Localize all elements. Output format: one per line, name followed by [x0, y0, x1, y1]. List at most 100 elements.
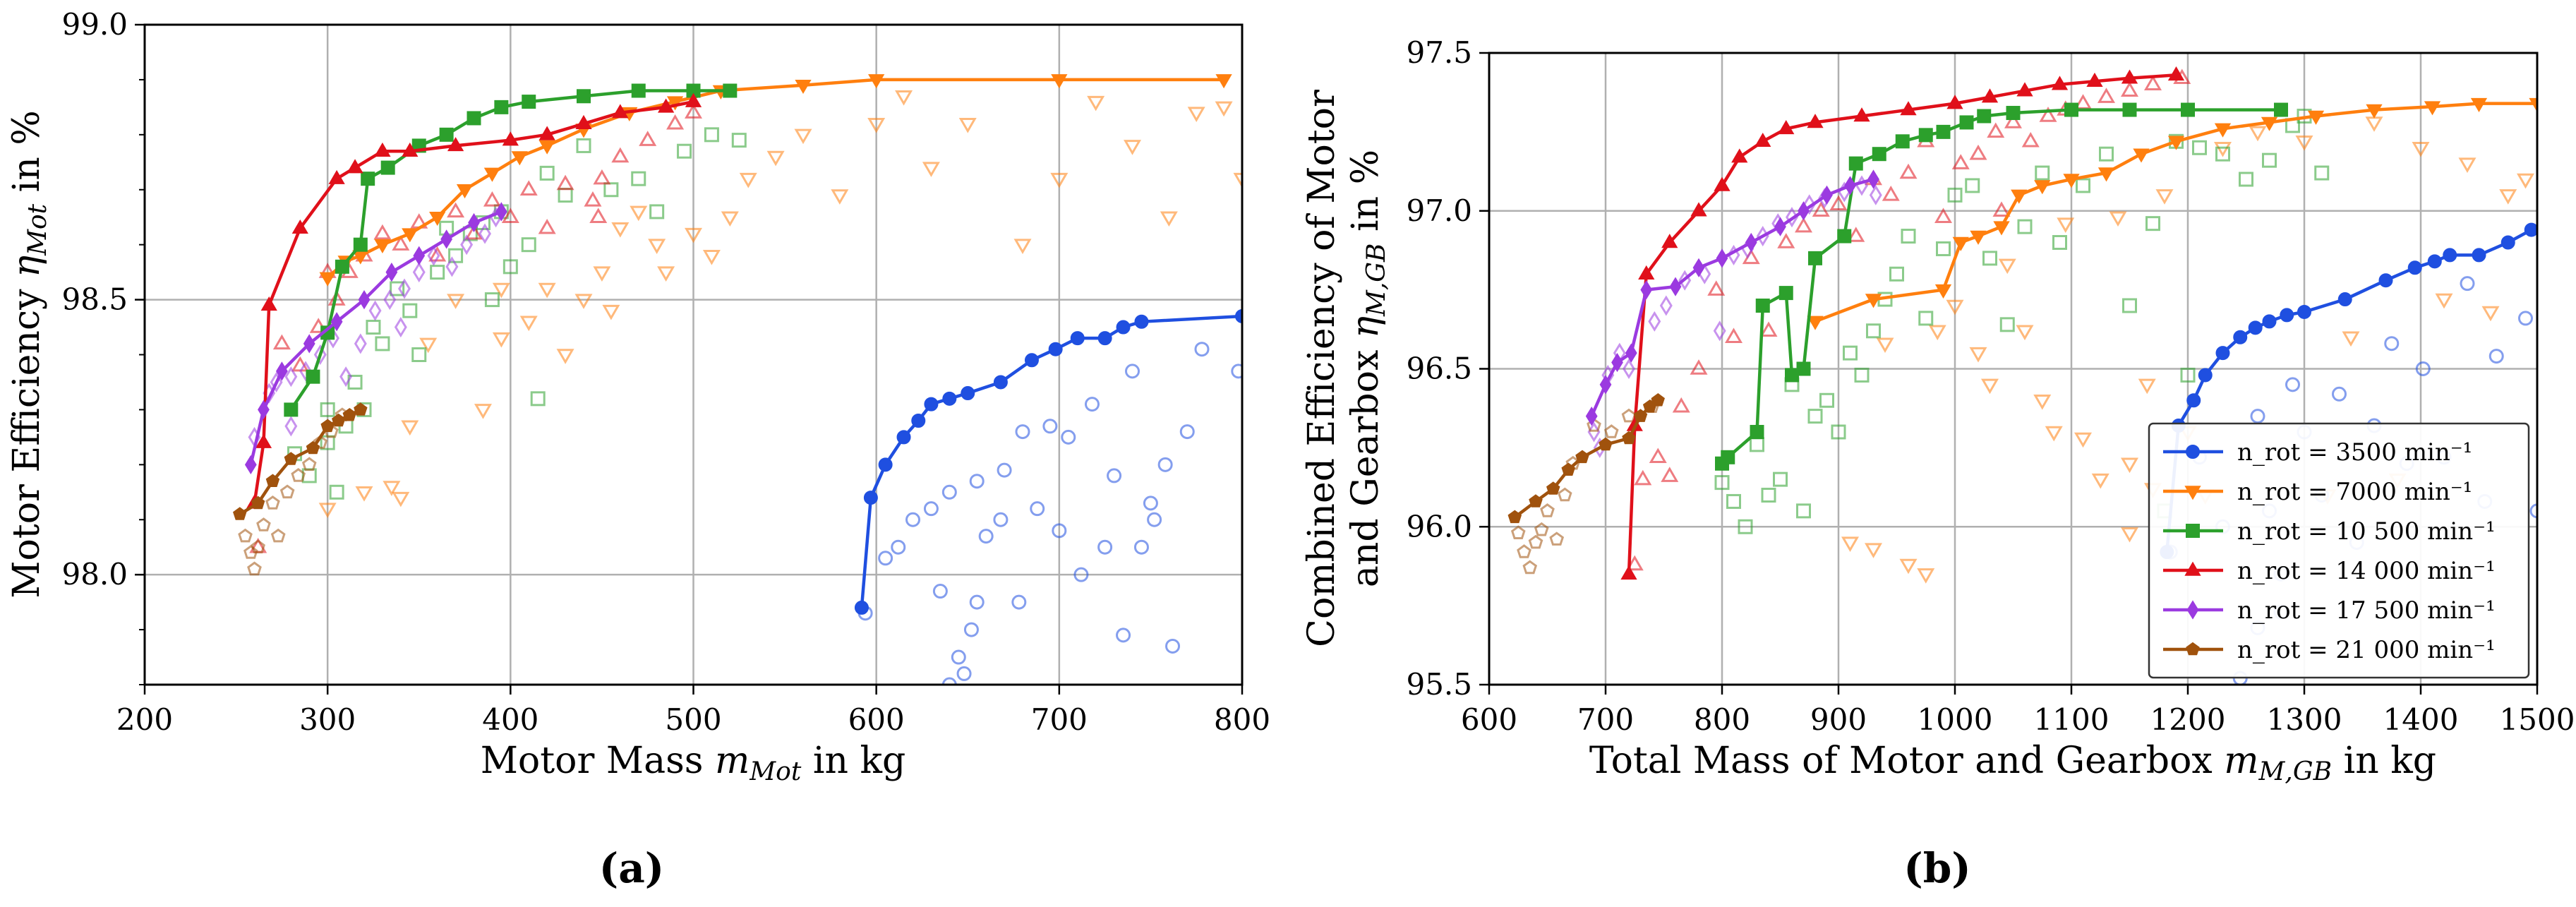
panel-a-point-n10500: [539, 165, 555, 181]
panel-a-point-n17500: [270, 371, 283, 393]
panel-b-point-n7000: [2499, 189, 2517, 205]
panel-b-front-point-n14000: [1714, 176, 1731, 191]
panel-b-point-n10500: [1854, 367, 1870, 383]
panel-a-front-point-n10500: [494, 100, 509, 114]
legend-box: [2148, 422, 2530, 679]
panel-b-point-n7000: [1969, 347, 1987, 363]
panel-b-point-n14000: [1847, 227, 1865, 242]
panel-a-point-n14000: [392, 235, 410, 251]
panel-b-front-point-n7000: [2307, 110, 2325, 125]
panel-b-point-n7000: [2435, 293, 2453, 309]
panel-b-point-n10500: [1936, 241, 1951, 256]
panel-a-point-n7000: [519, 316, 538, 332]
panel-a-front-point-n21000: [306, 440, 320, 455]
panel-b-point-n10500: [1714, 475, 1730, 491]
panel-b-point-n10500: [2262, 152, 2277, 168]
panel-a-front-point-n3500: [863, 491, 878, 505]
panel-a-point-n21000: [270, 528, 286, 543]
legend-swatch-marker-n17500: [2186, 600, 2199, 620]
panel-b-point-n7000: [2516, 173, 2535, 189]
panel-a-front-point-n3500: [878, 457, 893, 472]
panel-a-point-n10500: [649, 204, 665, 220]
panel-b-point-n14000: [1951, 154, 1970, 169]
panel-b-front-point-n21000: [1633, 409, 1648, 422]
panel-b-front-point-n3500: [2378, 273, 2393, 288]
panel-a-point-n17500: [354, 333, 367, 354]
panel-a-point-n3500: [1165, 638, 1181, 654]
panel-b-front-point-n17500: [1625, 343, 1637, 363]
panel-b-front-point-n10500: [1959, 115, 1974, 130]
panel-b-ytick-label: 95.5: [1406, 667, 1472, 702]
panel-a-front-point-n21000: [342, 407, 356, 421]
panel-b-ylabel-line1: Combined Efficiency of Motor: [1301, 90, 1343, 647]
panel-b-point-n7000: [2120, 457, 2139, 474]
panel-b-point-n3500: [2488, 349, 2504, 364]
panel-b-front-point-n3500: [2297, 304, 2311, 319]
panel-b-front-point-n14000: [1690, 202, 1707, 217]
panel-b-point-n14000: [1899, 163, 1918, 179]
panel-b-front-point-n21000: [1546, 481, 1560, 495]
panel-a-point-n7000: [1215, 101, 1233, 117]
panel-b-front-line-n21000: [1513, 399, 1659, 519]
panel-a-ytick-label: 98.5: [61, 282, 128, 317]
panel-a-point-n14000: [684, 103, 703, 119]
panel-a-front-point-n10500: [723, 83, 738, 98]
panel-b-point-n10500: [1947, 187, 1963, 203]
panel-b-point-n7000: [1980, 378, 1999, 395]
panel-b-point-n14000: [1934, 208, 1953, 223]
panel-a-front-point-n17500: [330, 312, 343, 332]
panel-a-point-n17500: [368, 300, 382, 321]
panel-a-point-n7000: [1087, 95, 1105, 112]
panel-b-front-point-n10500: [1796, 361, 1811, 376]
panel-b-front-point-n7000: [2470, 97, 2488, 112]
panel-b-point-n14000: [1724, 328, 1743, 343]
legend-swatch-marker-n7000: [2184, 486, 2201, 500]
panel-a-front-point-n7000: [1215, 74, 1232, 89]
panel-a-point-n7000: [766, 150, 785, 167]
panel-a-xtick-label: 300: [299, 702, 356, 737]
panel-a-point-n10500: [484, 292, 500, 308]
panel-a-front-point-n10500: [361, 172, 375, 186]
panel-b-front-point-n3500: [2186, 393, 2201, 408]
legend-label-n7000: n_rot = 7000 min⁻¹: [2237, 478, 2472, 506]
panel-b-point-n17500: [1623, 358, 1635, 380]
panel-a-front-point-n14000: [685, 92, 702, 107]
panel-a-plot-area: [233, 74, 1242, 685]
panel-a-point-n3500: [1116, 627, 1131, 643]
panel-b-front-point-n14000: [1731, 148, 1748, 163]
panel-a-point-n14000: [589, 208, 608, 223]
legend-label-n14000: n_rot = 14 000 min⁻¹: [2237, 557, 2496, 585]
panel-b-front-point-n3500: [2443, 248, 2457, 263]
panel-b-front-point-n7000: [2034, 180, 2051, 195]
panel-a-point-n3500: [951, 649, 966, 665]
panel-b-point-n17500: [1855, 175, 1868, 196]
panel-b-point-n21000: [1603, 424, 1619, 438]
panel-b-point-n21000: [1557, 487, 1572, 502]
panel-a-ytick-label: 98.0: [61, 557, 128, 591]
panel-a-xlabel-text: Motor Mass: [481, 740, 715, 782]
panel-a-front-point-n7000: [795, 79, 812, 95]
panel-a-front-line-n10500: [289, 89, 730, 411]
panel-a-front-point-n14000: [374, 142, 391, 157]
panel-a-ytick-label: 99.0: [61, 7, 128, 42]
panel-a-front-point-n3500: [1070, 331, 1085, 346]
panel-b-point-n7000: [2481, 306, 2500, 322]
panel-b-xtick-label: 800: [1694, 702, 1750, 737]
panel-b-point-n14000: [1690, 359, 1708, 375]
panel-b-front-point-n7000: [2097, 167, 2115, 182]
panel-a-point-n3500: [993, 512, 1009, 527]
panel-a-point-n10500: [375, 336, 390, 352]
panel-a-label: (a): [599, 844, 664, 892]
panel-a-point-n21000: [313, 435, 328, 449]
panel-b-point-n10500: [2017, 219, 2033, 234]
panel-a-point-n3500: [941, 677, 957, 685]
panel-a-front-point-n14000: [255, 433, 272, 448]
legend-label-n3500: n_rot = 3500 min⁻¹: [2237, 438, 2472, 467]
panel-b-point-n17500: [1587, 421, 1601, 443]
panel-a-point-n3500: [963, 622, 979, 637]
panel-a-xlabel: Motor Mass mMot in kg: [481, 740, 906, 786]
panel-a-xtick-label: 400: [482, 702, 538, 737]
panel-a-point-n14000: [584, 191, 602, 207]
panel-a-point-n3500: [1073, 567, 1089, 582]
panel-b-front-point-n17500: [1640, 280, 1653, 300]
